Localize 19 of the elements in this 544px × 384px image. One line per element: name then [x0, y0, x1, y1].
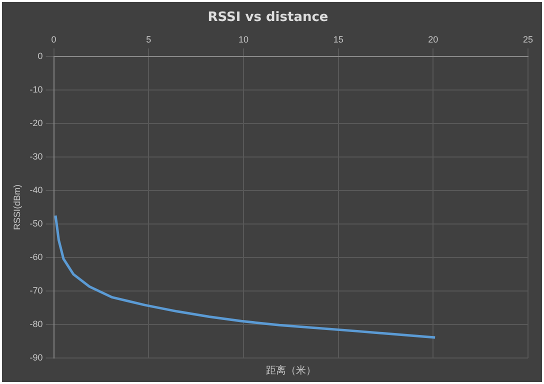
x-tick-label: 20 — [428, 34, 438, 44]
y-tick-label: -40 — [30, 184, 43, 195]
y-tick-label: -60 — [30, 252, 43, 262]
x-tick-label: 0 — [51, 34, 56, 44]
x-tick-label: 25 — [522, 34, 534, 44]
y-tick-label: -30 — [30, 151, 43, 162]
y-tick-label: -90 — [30, 352, 43, 362]
x-tick-label: 15 — [333, 34, 344, 44]
x-tick-label: 10 — [238, 34, 248, 44]
chart-title: RSSI vs distance — [208, 10, 328, 26]
y-tick-label: -50 — [30, 218, 43, 228]
y-tick-label: -20 — [30, 118, 43, 128]
x-tick-label: 5 — [146, 34, 152, 44]
y-axis-title: RSSI(dBm) — [12, 184, 22, 230]
x-axis-title: 距离（米） — [266, 364, 316, 377]
y-tick-label: -70 — [30, 285, 43, 296]
y-tick-label: 0 — [38, 50, 43, 61]
y-tick-label: -10 — [30, 84, 43, 94]
y-tick-label: -80 — [30, 318, 43, 329]
